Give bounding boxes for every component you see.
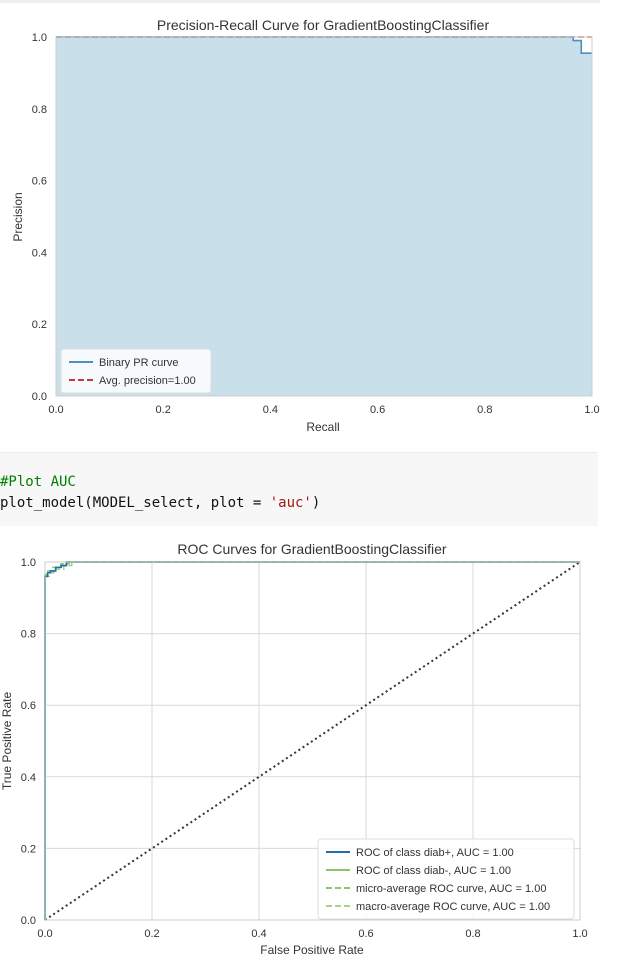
x-tick-label: 0.2 <box>156 404 171 416</box>
legend: ROC of class diab+, AUC = 1.00 ROC of cla… <box>317 838 575 920</box>
y-tick-label: 0.4 <box>21 772 36 784</box>
x-tick-label: 0.4 <box>263 404 278 416</box>
x-tick-label: 0.8 <box>465 928 480 940</box>
cell-top-divider <box>0 0 600 3</box>
legend-box <box>60 348 212 394</box>
y-tick-label: 1.0 <box>32 32 47 44</box>
x-tick-label: 0.8 <box>477 404 492 416</box>
code-comment: #Plot AUC <box>0 474 76 490</box>
chart-title: ROC Curves for GradientBoostingClassifie… <box>177 541 447 557</box>
precision-recall-chart: Precision-Recall Curve for GradientBoost… <box>11 17 600 434</box>
y-axis-label: True Positive Rate <box>0 692 14 791</box>
y-tick-label: 0.0 <box>32 391 47 403</box>
code-call: plot_model(MODEL_select, plot = <box>0 495 270 511</box>
x-axis-label: Recall <box>306 420 339 434</box>
y-tick-label: 0.0 <box>21 915 36 927</box>
legend-label: micro-average ROC curve, AUC = 1.00 <box>356 883 546 895</box>
code-statement: plot_model(MODEL_select, plot = 'auc') <box>0 495 320 511</box>
y-tick-label: 0.2 <box>21 843 36 855</box>
code-close-paren: ) <box>311 495 321 511</box>
y-tick-label: 0.8 <box>32 104 47 116</box>
plot-border <box>44 561 581 921</box>
y-tick-label: 0.6 <box>32 176 47 188</box>
y-axis-label: Precision <box>11 192 25 241</box>
code-string-literal: 'auc' <box>269 495 312 511</box>
x-tick-label: 0.6 <box>370 404 385 416</box>
legend: Binary PR curve Avg. precision=1.00 <box>60 348 212 394</box>
y-tick-label: 0.4 <box>32 247 47 259</box>
series-line <box>44 561 580 920</box>
area-fill <box>56 37 592 396</box>
x-axis-label: False Positive Rate <box>260 943 364 957</box>
y-tick-label: 0.8 <box>21 629 36 641</box>
legend-box <box>317 838 575 920</box>
y-tick-label: 1.0 <box>21 557 36 569</box>
legend-label: ROC of class diab+, AUC = 1.00 <box>356 847 514 859</box>
x-tick-label: 1.0 <box>584 404 599 416</box>
x-tick-label: 0.0 <box>48 404 63 416</box>
code-cell[interactable]: #Plot AUC plot_model(MODEL_select, plot … <box>0 452 598 526</box>
legend-label: Binary PR curve <box>99 357 178 369</box>
x-tick-label: 0.0 <box>37 928 52 940</box>
series-line <box>44 561 580 920</box>
x-tick-label: 0.6 <box>358 928 373 940</box>
y-tick-label: 0.6 <box>21 700 36 712</box>
legend-label: Avg. precision=1.00 <box>99 375 196 387</box>
legend-label: macro-average ROC curve, AUC = 1.00 <box>356 901 550 913</box>
y-tick-label: 0.2 <box>32 319 47 331</box>
reference-diagonal-line <box>44 561 581 921</box>
plot-border <box>55 36 593 397</box>
x-tick-label: 1.0 <box>572 928 587 940</box>
x-tick-label: 0.4 <box>251 928 266 940</box>
chart-title: Precision-Recall Curve for GradientBoost… <box>157 17 490 33</box>
roc-chart: ROC Curves for GradientBoostingClassifie… <box>0 541 588 957</box>
legend-label: ROC of class diab-, AUC = 1.00 <box>356 865 511 877</box>
x-tick-label: 0.2 <box>144 928 159 940</box>
